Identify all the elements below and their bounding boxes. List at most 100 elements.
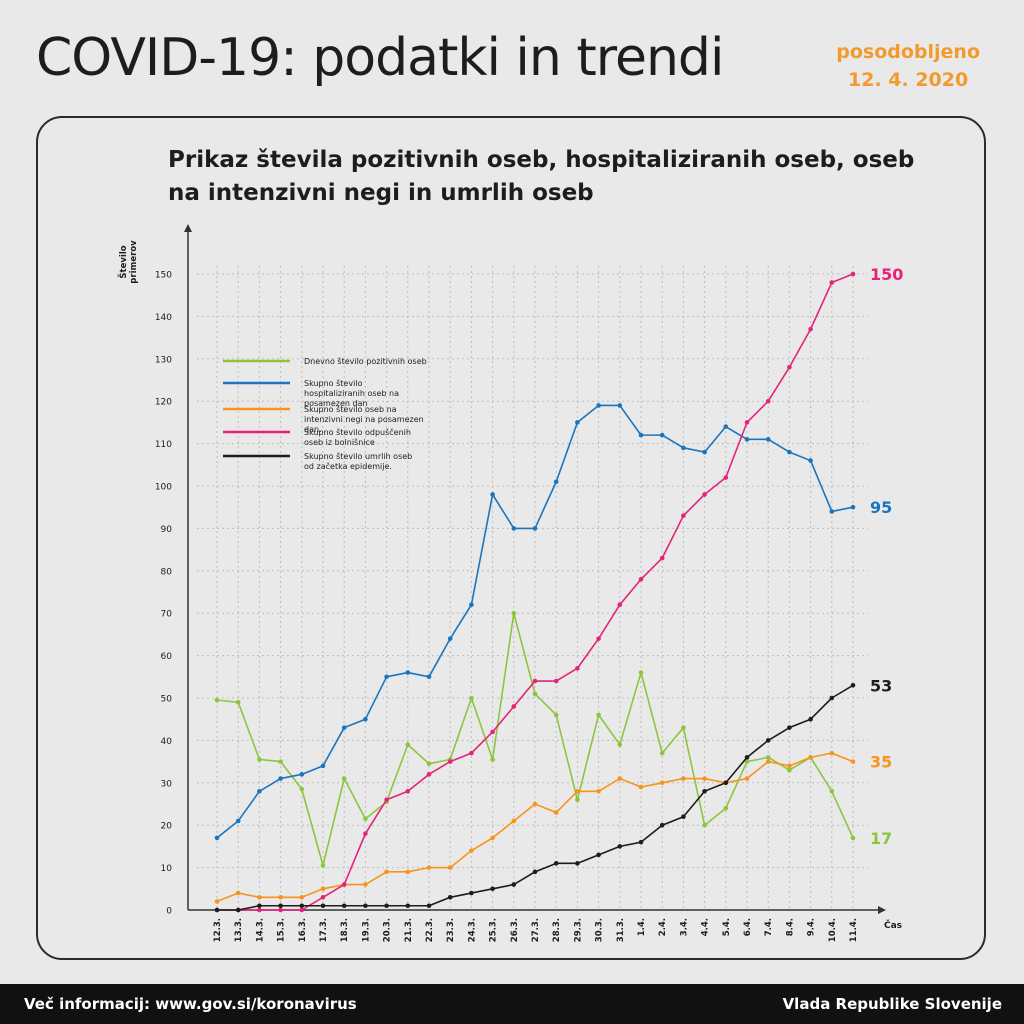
y-axis-label-line: primerov	[129, 240, 139, 284]
data-point	[681, 776, 686, 781]
data-point	[511, 526, 517, 531]
data-point	[363, 816, 368, 822]
x-tick-label: 3.4.	[679, 918, 689, 936]
data-point	[532, 691, 538, 697]
y-tick-label: 90	[161, 525, 173, 535]
data-point	[278, 759, 283, 764]
end-value-label: 150	[870, 265, 903, 284]
y-tick-label: 100	[155, 483, 172, 493]
data-point	[829, 695, 835, 701]
y-tick-label: 150	[155, 271, 172, 281]
chart-title: Prikaz števila pozitivnih oseb, hospital…	[168, 147, 915, 206]
data-point	[850, 835, 856, 841]
data-point	[659, 822, 665, 828]
x-tick-label: 1.4.	[637, 918, 647, 936]
data-point	[490, 886, 495, 892]
data-point	[384, 674, 389, 680]
data-point	[257, 903, 262, 909]
data-point	[596, 852, 601, 858]
y-tick-label: 0	[166, 907, 172, 917]
y-tick-label: 50	[161, 695, 173, 705]
data-point	[490, 492, 495, 497]
data-point	[744, 759, 750, 764]
data-point	[575, 797, 580, 803]
footer-bar: Več informacij: www.gov.si/koronavirus V…	[0, 984, 1024, 1024]
data-point	[278, 894, 283, 900]
data-point	[214, 697, 220, 703]
legend-label: Skupno število odpuščenih	[304, 427, 411, 437]
data-point	[341, 776, 347, 781]
data-point	[702, 449, 707, 455]
data-point	[235, 907, 241, 913]
data-point	[681, 725, 686, 730]
data-point	[469, 695, 474, 701]
x-tick-label: 30.3.	[595, 918, 605, 942]
data-point	[532, 869, 538, 875]
footer-info-link[interactable]: Več informacij: www.gov.si/koronavirus	[24, 995, 357, 1013]
data-point	[299, 772, 305, 777]
data-point	[320, 903, 326, 909]
x-tick-label: 14.3.	[255, 918, 265, 942]
x-tick-label: 12.3.	[213, 918, 223, 942]
data-point	[575, 788, 580, 794]
data-point	[723, 780, 729, 786]
y-axis-label-line: Število	[117, 245, 129, 278]
data-point	[299, 907, 305, 913]
data-point	[447, 894, 453, 900]
data-point	[829, 788, 835, 794]
series	[214, 403, 856, 841]
data-point	[384, 869, 389, 875]
data-point	[235, 699, 241, 705]
data-point	[299, 903, 305, 909]
data-point	[765, 738, 771, 743]
data-point	[744, 755, 750, 760]
data-point	[214, 899, 220, 904]
data-point	[405, 670, 411, 675]
data-point	[511, 818, 517, 824]
data-point	[553, 678, 559, 684]
data-point	[320, 886, 326, 892]
end-value-label: 95	[870, 498, 892, 517]
data-point	[532, 801, 538, 807]
data-point	[257, 907, 262, 913]
end-value-label: 53	[870, 676, 892, 695]
x-tick-label: 18.3.	[340, 918, 350, 942]
x-tick-label: 26.3.	[510, 918, 520, 942]
data-point	[447, 759, 453, 764]
data-point	[278, 903, 283, 909]
data-point	[214, 835, 220, 841]
data-point	[829, 280, 835, 285]
data-point	[320, 763, 326, 769]
x-tick-label: 17.3.	[319, 918, 329, 942]
x-tick-label: 31.3.	[616, 918, 626, 942]
data-point	[808, 716, 813, 722]
y-tick-label: 40	[161, 737, 173, 747]
data-point	[638, 670, 644, 675]
y-tick-label: 140	[155, 313, 172, 323]
legend-label: posamezen dan	[304, 399, 368, 408]
x-axis-arrow	[878, 906, 886, 914]
data-point	[638, 839, 644, 845]
data-point	[469, 602, 474, 608]
x-tick-label: 21.3.	[404, 918, 414, 942]
x-tick-label: 4.4.	[701, 918, 711, 936]
data-point	[617, 742, 623, 747]
grid	[197, 266, 868, 910]
data-point	[744, 420, 750, 425]
legend-label: hospitaliziranih oseb na	[304, 389, 399, 398]
data-point	[702, 776, 707, 781]
legend-label: Skupno število umrlih oseb	[304, 451, 412, 461]
y-axis-arrow	[184, 224, 192, 232]
y-tick-label: 70	[161, 610, 173, 620]
data-point	[384, 903, 389, 909]
data-point	[363, 831, 368, 836]
data-point	[787, 767, 792, 773]
data-point	[596, 636, 601, 641]
data-point	[214, 907, 220, 913]
data-point	[575, 861, 580, 866]
data-point	[511, 704, 517, 709]
data-point	[808, 458, 813, 463]
data-point	[511, 610, 517, 616]
page-title: COVID-19: podatki in trendi	[36, 28, 724, 88]
